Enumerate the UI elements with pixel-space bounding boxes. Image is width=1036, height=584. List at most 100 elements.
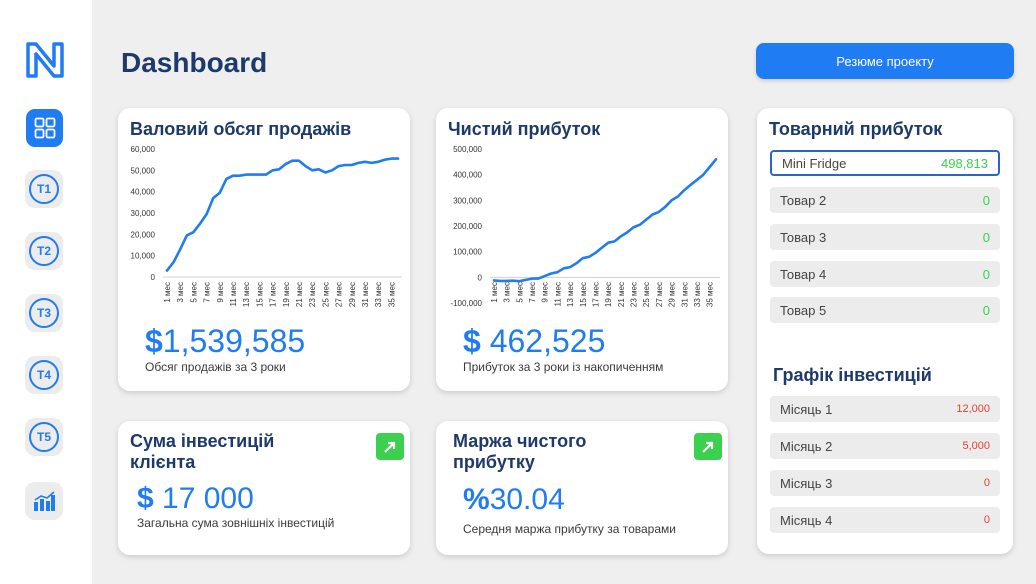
x-tick-label: 13 мес [566, 282, 575, 307]
x-tick-label: 21 мес [295, 282, 304, 307]
x-tick-label: 19 мес [604, 282, 613, 307]
y-tick-label: 400,000 [453, 171, 482, 180]
investment-amount: 17 000 [162, 482, 254, 515]
nav-item-t5[interactable]: T5 [25, 418, 63, 456]
nav-label-t4: T4 [29, 360, 59, 390]
product-profit-title: Товарний прибуток [769, 119, 943, 139]
product-label: Товар 4 [780, 267, 827, 282]
investment-card: Сума інвестицій клієнта $ 17 000 Загальн… [118, 421, 410, 555]
x-tick-label: 25 мес [642, 282, 651, 307]
x-tick-label: 3 мес [503, 282, 512, 303]
profit-card: Чистий прибуток -100,000 0 100,000 200,000 3… [436, 108, 728, 391]
nav-item-t4[interactable]: T4 [25, 356, 63, 394]
schedule-row[interactable]: Місяць 3 0 [770, 470, 1000, 496]
product-label: Товар 5 [780, 303, 827, 318]
x-tick-label: 35 мес [387, 282, 396, 307]
profit-amount: 462,525 [489, 323, 606, 359]
sales-chart: 0 10,000 20,000 30,000 40,000 50,000 60,000 1 м… [131, 145, 402, 307]
trend-up-badge[interactable] [376, 433, 404, 460]
x-tick-label: 15 мес [579, 282, 588, 307]
schedule-value: 5,000 [962, 440, 990, 452]
arrow-up-right-icon [384, 441, 396, 453]
page-title: Dashboard [121, 47, 268, 78]
x-tick-label: 17 мес [269, 282, 278, 307]
x-tick-label: 33 мес [693, 282, 702, 307]
x-tick-label: 7 мес [203, 282, 212, 303]
schedule-label: Місяць 4 [780, 513, 833, 528]
series-line [492, 157, 718, 283]
product-value: 0 [982, 303, 990, 318]
investment-caption: Загальна сума зовнішніх інвестицій [137, 516, 335, 530]
investment-currency: $ [137, 482, 154, 515]
logo-icon[interactable] [25, 42, 65, 78]
investment-value: $ 17 000 [137, 482, 254, 516]
series-line [165, 157, 400, 272]
x-tick-label: 1 мес [163, 282, 172, 303]
sidebar: T1 T2 T3 T4 T5 [0, 0, 92, 584]
margin-caption: Середня маржа прибутку за товарами [463, 522, 676, 536]
x-tick-label: 23 мес [308, 282, 317, 307]
x-tick-label: 7 мес [528, 282, 537, 303]
margin-title: Маржа чистого прибутку [453, 431, 586, 473]
product-label: Товар 3 [780, 230, 827, 245]
product-row[interactable]: Товар 2 0 [770, 187, 1000, 213]
x-tick-label: 27 мес [655, 282, 664, 307]
y-tick-label: 60,000 [131, 145, 156, 154]
y-tick-label: 50,000 [131, 166, 156, 175]
product-value: 0 [982, 267, 990, 282]
x-tick-label: 15 мес [255, 282, 264, 307]
schedule-label: Місяць 1 [780, 402, 833, 417]
investment-title-line1: Сума інвестицій [130, 431, 275, 451]
y-tick-label: 500,000 [453, 145, 482, 154]
schedule-row[interactable]: Місяць 2 5,000 [770, 433, 1000, 459]
schedule-row[interactable]: Місяць 4 0 [770, 507, 1000, 533]
nav-label-t5: T5 [29, 422, 59, 452]
product-row[interactable]: Товар 4 0 [770, 261, 1000, 287]
margin-title-line2: прибутку [453, 452, 535, 472]
margin-value: %30.04 [463, 483, 565, 517]
x-tick-label: 29 мес [668, 282, 677, 307]
product-row[interactable]: Товар 3 0 [770, 224, 1000, 250]
nav-item-t2[interactable]: T2 [25, 232, 63, 270]
profit-currency: $ [463, 323, 481, 359]
schedule-label: Місяць 2 [780, 439, 833, 454]
x-tick-label: 3 мес [176, 282, 185, 303]
investment-title-line2: клієнта [130, 452, 196, 472]
product-label: Mini Fridge [782, 156, 847, 171]
project-summary-button[interactable]: Резюме проекту [756, 43, 1014, 79]
arrow-up-right-icon [702, 441, 714, 453]
product-value: 0 [982, 230, 990, 245]
nav-item-dashboard[interactable] [26, 109, 63, 147]
product-row[interactable]: Товар 5 0 [770, 297, 1000, 323]
investment-schedule-title: Графік інвестицій [773, 365, 932, 385]
nav-item-t3[interactable]: T3 [25, 294, 63, 332]
product-value: 498,813 [941, 156, 988, 171]
x-tick-label: 31 мес [361, 282, 370, 307]
schedule-label: Місяць 3 [780, 476, 833, 491]
y-tick-label: 20,000 [131, 230, 156, 239]
schedule-value: 12,000 [956, 403, 990, 415]
sales-title: Валовий обсяг продажів [130, 119, 352, 139]
y-tick-label: 300,000 [453, 196, 482, 205]
schedule-row[interactable]: Місяць 1 12,000 [770, 396, 1000, 422]
trend-up-badge[interactable] [694, 433, 722, 460]
x-tick-label: 29 мес [348, 282, 357, 307]
x-tick-label: 13 мес [242, 282, 251, 307]
nav-item-analytics[interactable] [25, 482, 63, 520]
y-tick-label: 40,000 [131, 188, 156, 197]
schedule-value: 0 [983, 514, 990, 526]
nav-label-t1: T1 [29, 174, 59, 204]
y-tick-label: 100,000 [453, 248, 482, 257]
y-tick-label: 30,000 [131, 209, 156, 218]
profit-chart: -100,000 0 100,000 200,000 300,000 400,000 500… [450, 145, 720, 308]
x-tick-label: 31 мес [680, 282, 689, 307]
margin-title-line1: Маржа чистого [453, 431, 587, 451]
x-tick-label: 27 мес [335, 282, 344, 307]
margin-amount: 30.04 [489, 483, 565, 516]
right-panel: Товарний прибуток Mini Fridge 498,813 То… [757, 108, 1013, 554]
x-tick-label: 9 мес [216, 282, 225, 303]
bar-chart-icon [34, 491, 55, 511]
nav-item-t1[interactable]: T1 [25, 170, 63, 208]
y-tick-label: 0 [478, 273, 483, 282]
product-row[interactable]: Mini Fridge 498,813 [770, 150, 1000, 176]
